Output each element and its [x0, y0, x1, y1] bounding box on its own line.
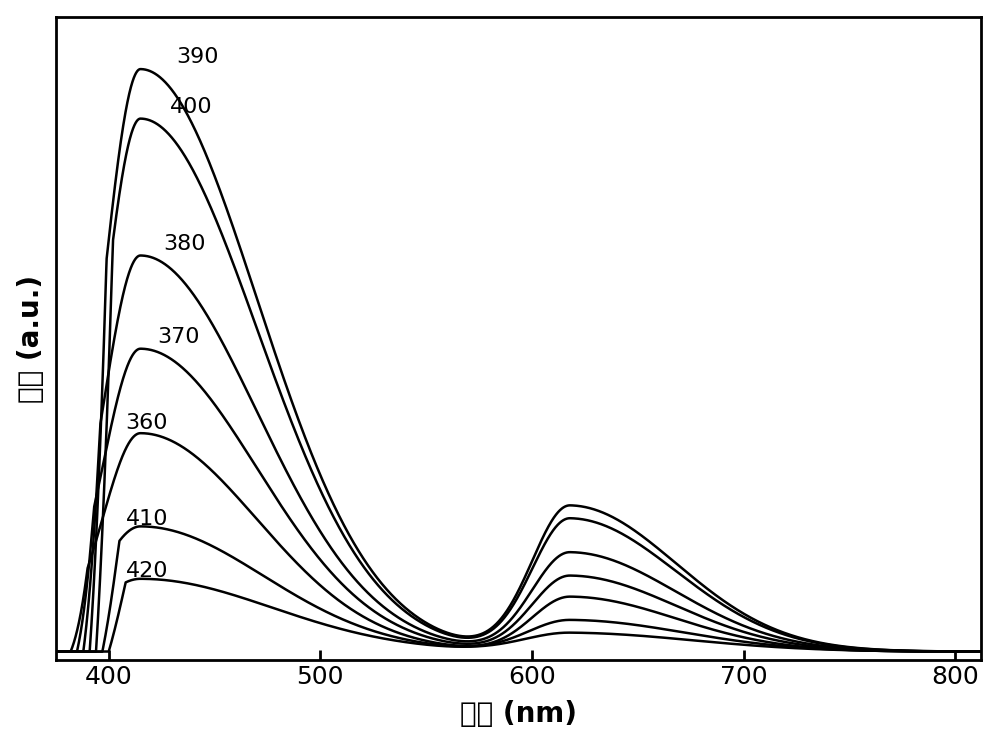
Text: 360: 360 [126, 413, 168, 433]
Text: 400: 400 [170, 98, 213, 118]
Text: 410: 410 [126, 509, 168, 529]
Text: 420: 420 [126, 561, 168, 581]
Text: 390: 390 [176, 47, 219, 67]
Text: 370: 370 [157, 327, 200, 347]
Text: 380: 380 [164, 234, 206, 254]
Y-axis label: 强度 (a.u.): 强度 (a.u.) [17, 274, 45, 402]
X-axis label: 波长 (nm): 波长 (nm) [460, 700, 577, 729]
